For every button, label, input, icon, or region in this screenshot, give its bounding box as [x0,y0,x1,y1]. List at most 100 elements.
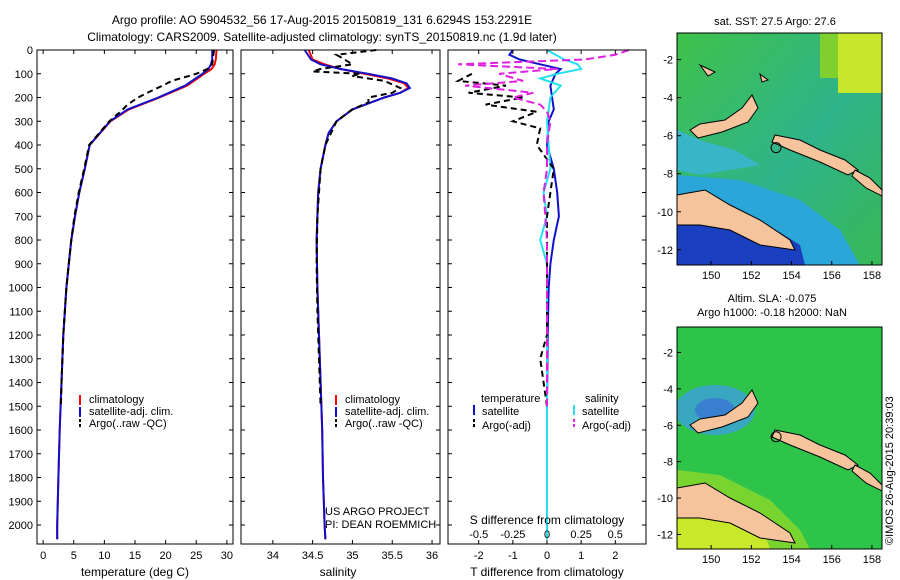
s-tick-label: 0 [544,529,550,541]
salinity-legend: climatology satellite-adj. clim. Argo(..… [335,394,429,430]
y-tick-label: 1500 [9,401,33,413]
imos-timestamp: ©IMOS 26-Aug-2015 20:39:03 [884,396,896,545]
sla-map-title: Altim. SLA: -0.075 [728,293,817,305]
s-tick-label: -0.5 [469,529,488,541]
y-tick-label: 400 [15,140,33,152]
temperature-lines [56,49,218,540]
salinity-lines [303,49,412,540]
y-tick-label: 1800 [9,473,33,485]
y-tick-label: 1200 [9,330,33,342]
s-difference-xlabel: S difference from climatology [470,513,625,527]
map-x-tick-label: 158 [863,270,881,282]
solomon-land [851,464,882,492]
s-tick-label: -0.25 [500,529,525,541]
difference-profile-panel: -2 -1 0 1 2 T difference from climatology S … [447,49,647,579]
legend-satellite-label: satellite-adj. clim. [89,406,173,418]
y-tick-label: 200 [15,93,33,105]
temperature-xlabel: temperature (deg C) [81,565,189,579]
s-tick-label: 0.5 [608,529,623,541]
map-x-tick-label: 158 [863,554,881,566]
sst-field [677,33,882,265]
x-tick-label: 0 [544,550,550,562]
legend-argo-label: Argo(..raw -QC) [89,418,167,430]
y-tick-label: 1700 [9,449,33,461]
figure-title-line1: Argo profile: AO 5904532_56 17-Aug-2015 … [112,13,532,27]
temperature-legend: climatology satellite-adj. clim. Argo(..… [79,394,173,430]
new-britain-land [689,94,759,139]
y-tick-label: 1400 [9,378,33,390]
map-y-tick-label: -2 [663,347,673,359]
temperature-profile-panel: 0 5 10 15 20 25 300100200300400500600700800900… [9,45,234,579]
bougainville-land [771,429,859,471]
x-tick-label: 15 [129,550,141,562]
y-tick-label: 2000 [9,520,33,532]
x-tick-label: 35.5 [382,550,403,562]
series-line-argo-raw-qc- [312,49,403,407]
map-y-tick-label: -12 [657,245,673,257]
temperature-axis-ticks: 0 5 10 15 20 25 300100200300400500600700800900… [9,45,233,562]
series-line-satellite-adj-clim- [303,49,412,540]
x-tick-label: 0 [40,550,46,562]
legend-t-argo-label: Argo(-adj) [482,420,531,432]
legend-s-satellite-label: satellite [582,406,619,418]
legend-climatology-label: climatology [345,394,401,406]
y-tick-label: 1100 [9,306,33,318]
legend-temperature-heading: temperature [481,393,540,405]
new-britain-land [689,389,759,434]
sla-map-frame [676,326,883,550]
y-tick-label: 1600 [9,425,33,437]
float-position-marker [770,142,782,154]
map-y-tick-label: -6 [663,131,673,143]
x-tick-label: 34 [267,550,279,562]
project-annotation: US ARGO PROJECT [325,506,430,518]
difference-lines [454,49,630,540]
map-y-tick-label: -6 [663,420,673,432]
map-y-tick-label: -2 [663,55,673,67]
sst-map-title: sat. SST: 27.5 Argo: 27.6 [714,16,836,28]
y-tick-label: 0 [27,45,33,57]
y-tick-label: 700 [15,211,33,223]
float-position-marker [770,431,782,443]
y-tick-label: 800 [15,235,33,247]
map-y-tick-label: -4 [663,93,673,105]
legend-s-argo-label: Argo(-adj) [582,420,631,432]
series-line-satellite-adj-clim- [56,50,214,540]
sst-warm-patch-edge [820,33,838,78]
legend-satellite-label: satellite-adj. clim. [345,406,429,418]
map-x-tick-label: 156 [823,554,841,566]
png-mainland [677,482,796,544]
temperature-panel-frame [36,49,234,545]
x-tick-label: 30 [221,550,233,562]
x-tick-label: 35 [346,550,358,562]
y-tick-label: 1000 [9,283,33,295]
map-x-tick-label: 152 [742,554,760,566]
x-tick-label: 36 [426,550,438,562]
x-tick-label: -1 [508,550,518,562]
map-x-tick-label: 156 [823,270,841,282]
map-y-tick-label: -12 [657,529,673,541]
y-tick-label: 300 [15,116,33,128]
x-tick-label: 5 [71,550,77,562]
salinity-profile-panel: 34 34.5 35 35.5 36 salinity climatology sate… [240,49,441,579]
sst-map-frame [676,32,883,266]
figure-title-line2: Climatology: CARS2009. Satellite-adjuste… [87,30,557,44]
series-line-t-argo-adj- [454,72,555,407]
pi-annotation: PI: DEAN ROEMMICH [325,519,436,531]
y-tick-label: 100 [15,69,33,81]
series-line-s-argo-adj- [458,49,630,407]
map-y-tick-label: -8 [663,457,673,469]
sst-warm-patch [838,33,882,93]
x-tick-label: 10 [98,550,110,562]
sst-map-ticks: 150 152 154 156 158 -2 -4 -6 -8 -10 -12 [657,55,881,282]
x-tick-label: 2 [612,550,618,562]
y-tick-label: 500 [15,164,33,176]
map-x-tick-label: 150 [702,270,720,282]
sla-map-subtitle: Argo h1000: -0.18 h2000: NaN [697,307,847,319]
sla-map-panel: Altim. SLA: -0.075 Argo h1000: -0.18 h20… [657,293,883,566]
map-y-tick-label: -8 [663,169,673,181]
difference-axis-ticks: -2 -1 0 1 2 [448,49,646,562]
x-tick-label: -2 [474,550,484,562]
legend-salinity-heading: salinity [585,393,619,405]
map-x-tick-label: 154 [782,554,800,566]
